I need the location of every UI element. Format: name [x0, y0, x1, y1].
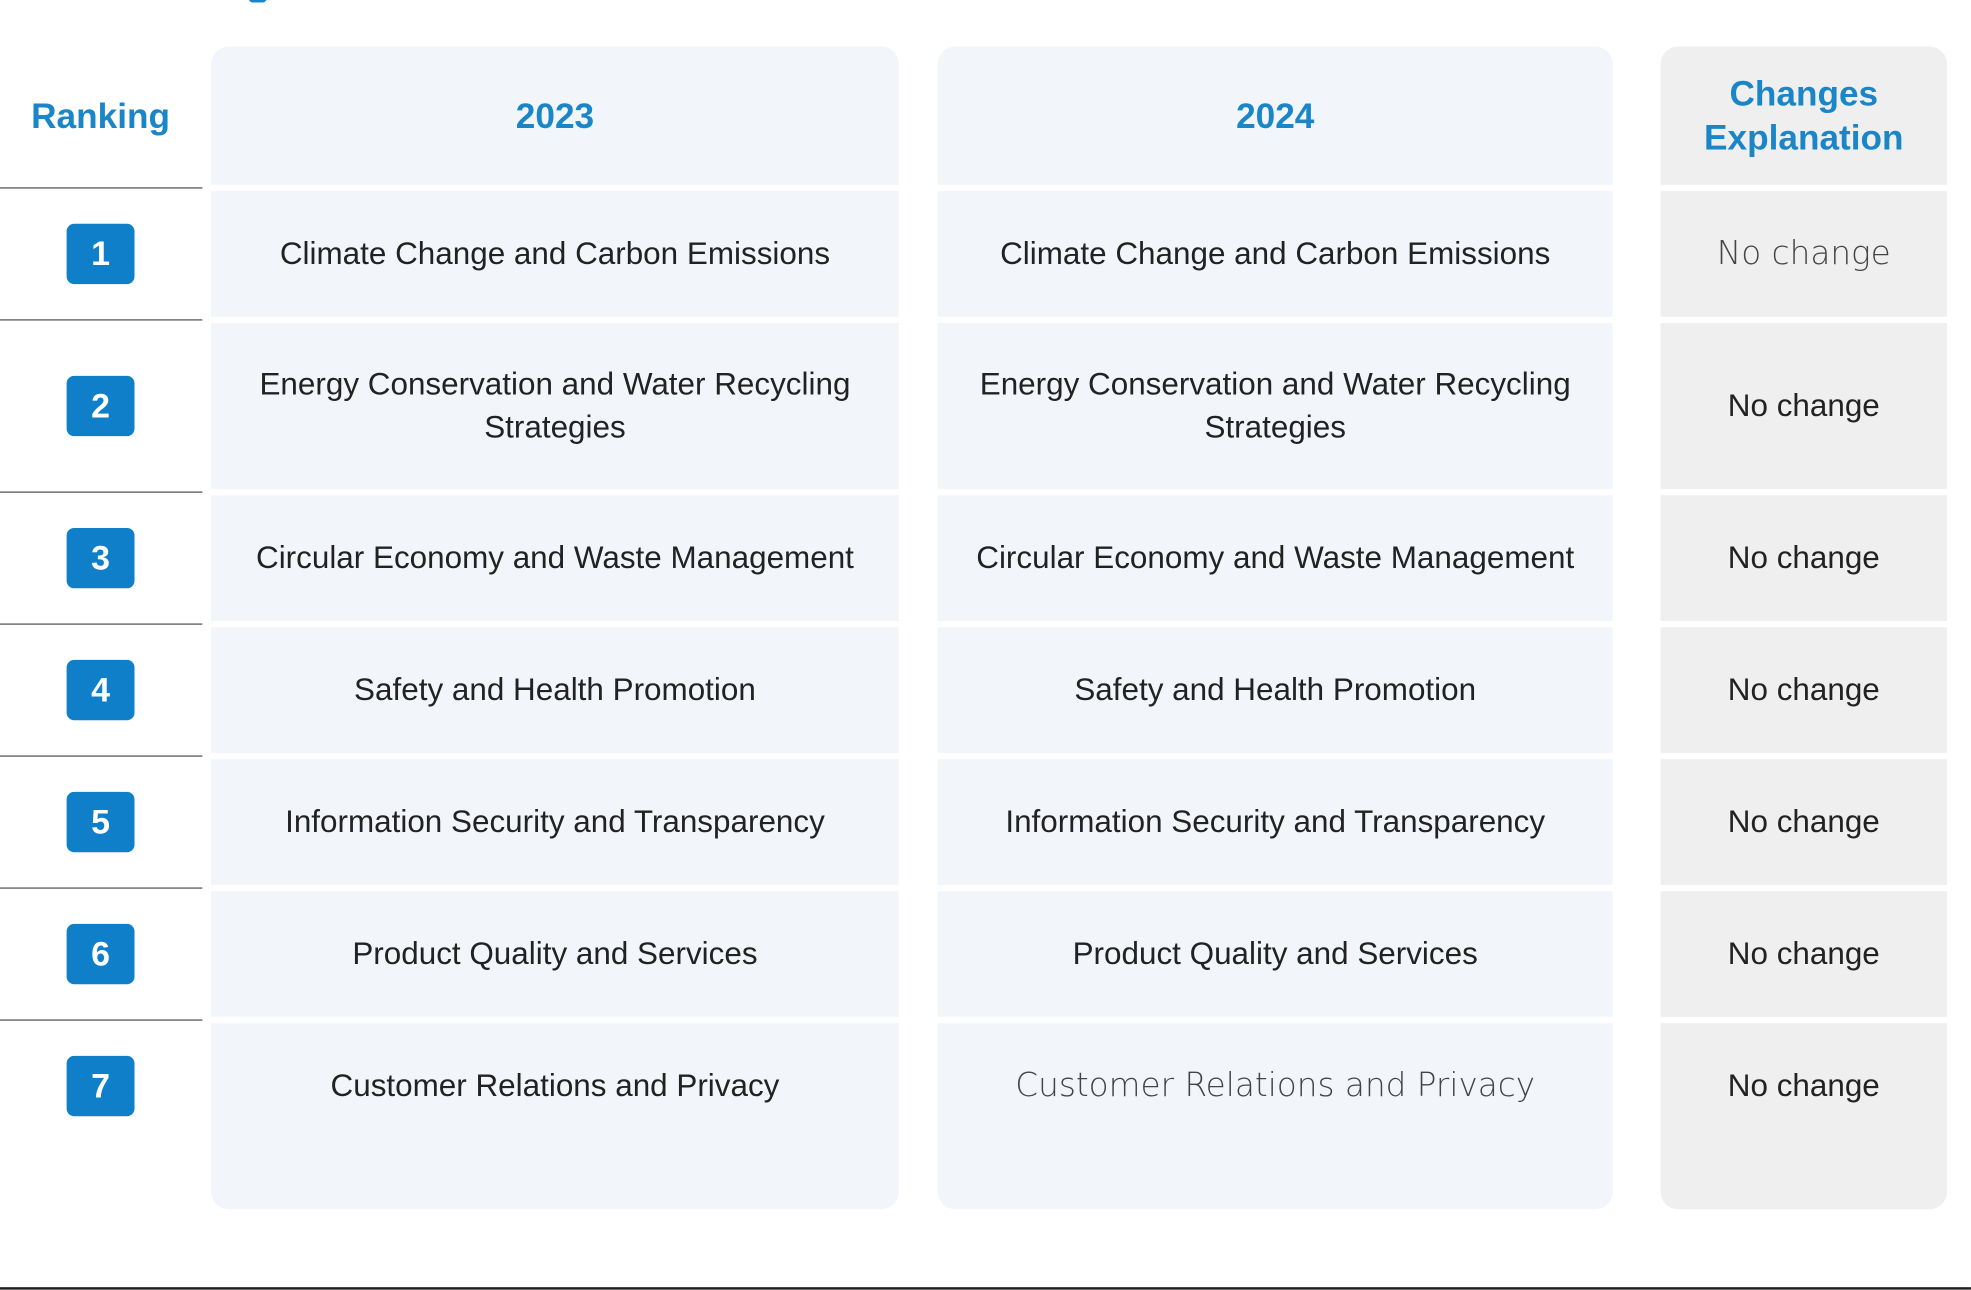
topic-2024: Customer Relations and Privacy: [1015, 1067, 1536, 1105]
row-rule: [0, 623, 203, 625]
row-rule: [0, 887, 203, 889]
row-separator: [201, 752, 1961, 760]
page-bottom-rule: [0, 1287, 1971, 1290]
row-rule: [0, 319, 203, 321]
header-2023: 2023: [515, 96, 595, 136]
topic-2024: Information Security and Transparency: [1005, 804, 1546, 840]
column-2023-panel: [211, 46, 899, 1210]
rank-cell: 6: [0, 891, 201, 1017]
change-explanation: No change: [1727, 936, 1880, 972]
rank-badge: 5: [66, 791, 135, 853]
row-separator: [201, 184, 1961, 192]
change-explanation: No change: [1727, 540, 1880, 576]
rank-badge: 2: [66, 375, 135, 437]
topic-2024: Energy Conservation and Water Recycling …: [979, 367, 1571, 445]
row-rule: [0, 1019, 203, 1021]
row-separator: [201, 488, 1961, 496]
rank-cell: 7: [0, 1023, 201, 1149]
row-separator: [201, 884, 1961, 892]
row-separator: [201, 1016, 1961, 1024]
topic-2023: Energy Conservation and Water Recycling …: [259, 367, 851, 445]
change-explanation: No change: [1716, 235, 1891, 273]
topic-2023: Product Quality and Services: [352, 936, 758, 972]
row-rule: [0, 755, 203, 757]
row-separator: [201, 620, 1961, 628]
rank-cell: 4: [0, 627, 201, 753]
rank-badge: 7: [66, 1055, 135, 1117]
topic-2023: Circular Economy and Waste Management: [255, 540, 854, 576]
row-rule: [0, 187, 203, 189]
header-ranking: Ranking: [31, 96, 170, 136]
change-explanation: No change: [1727, 388, 1880, 424]
topic-2023: Customer Relations and Privacy: [330, 1068, 780, 1104]
topic-2023: Information Security and Transparency: [285, 804, 825, 840]
topic-2023: Climate Change and Carbon Emissions: [279, 236, 831, 272]
column-changes-panel: [1660, 46, 1948, 1210]
rank-cell: 5: [0, 759, 201, 885]
rank-badge: 3: [66, 527, 135, 589]
rank-badge: 6: [66, 923, 135, 985]
rank-badge: 4: [66, 659, 135, 721]
rank-badge: 1: [66, 223, 135, 285]
column-2024-panel: [937, 46, 1613, 1210]
header-2024: 2024: [1236, 96, 1315, 136]
title-fragment: [248, 0, 267, 3]
topic-2024: Product Quality and Services: [1072, 936, 1478, 972]
rank-cell: 3: [0, 495, 201, 621]
change-explanation: No change: [1727, 1068, 1880, 1104]
topic-2024: Climate Change and Carbon Emissions: [1000, 236, 1551, 272]
topic-2024: Circular Economy and Waste Management: [976, 540, 1575, 576]
rank-cell: 1: [0, 191, 201, 317]
change-explanation: No change: [1727, 672, 1880, 708]
topic-2024: Safety and Health Promotion: [1074, 672, 1477, 708]
row-separator: [201, 316, 1961, 324]
rank-cell: 2: [0, 323, 201, 489]
header-changes-explanation: Changes Explanation: [1704, 74, 1904, 158]
row-rule: [0, 491, 203, 493]
topic-2023: Safety and Health Promotion: [354, 672, 756, 708]
change-explanation: No change: [1727, 804, 1880, 840]
